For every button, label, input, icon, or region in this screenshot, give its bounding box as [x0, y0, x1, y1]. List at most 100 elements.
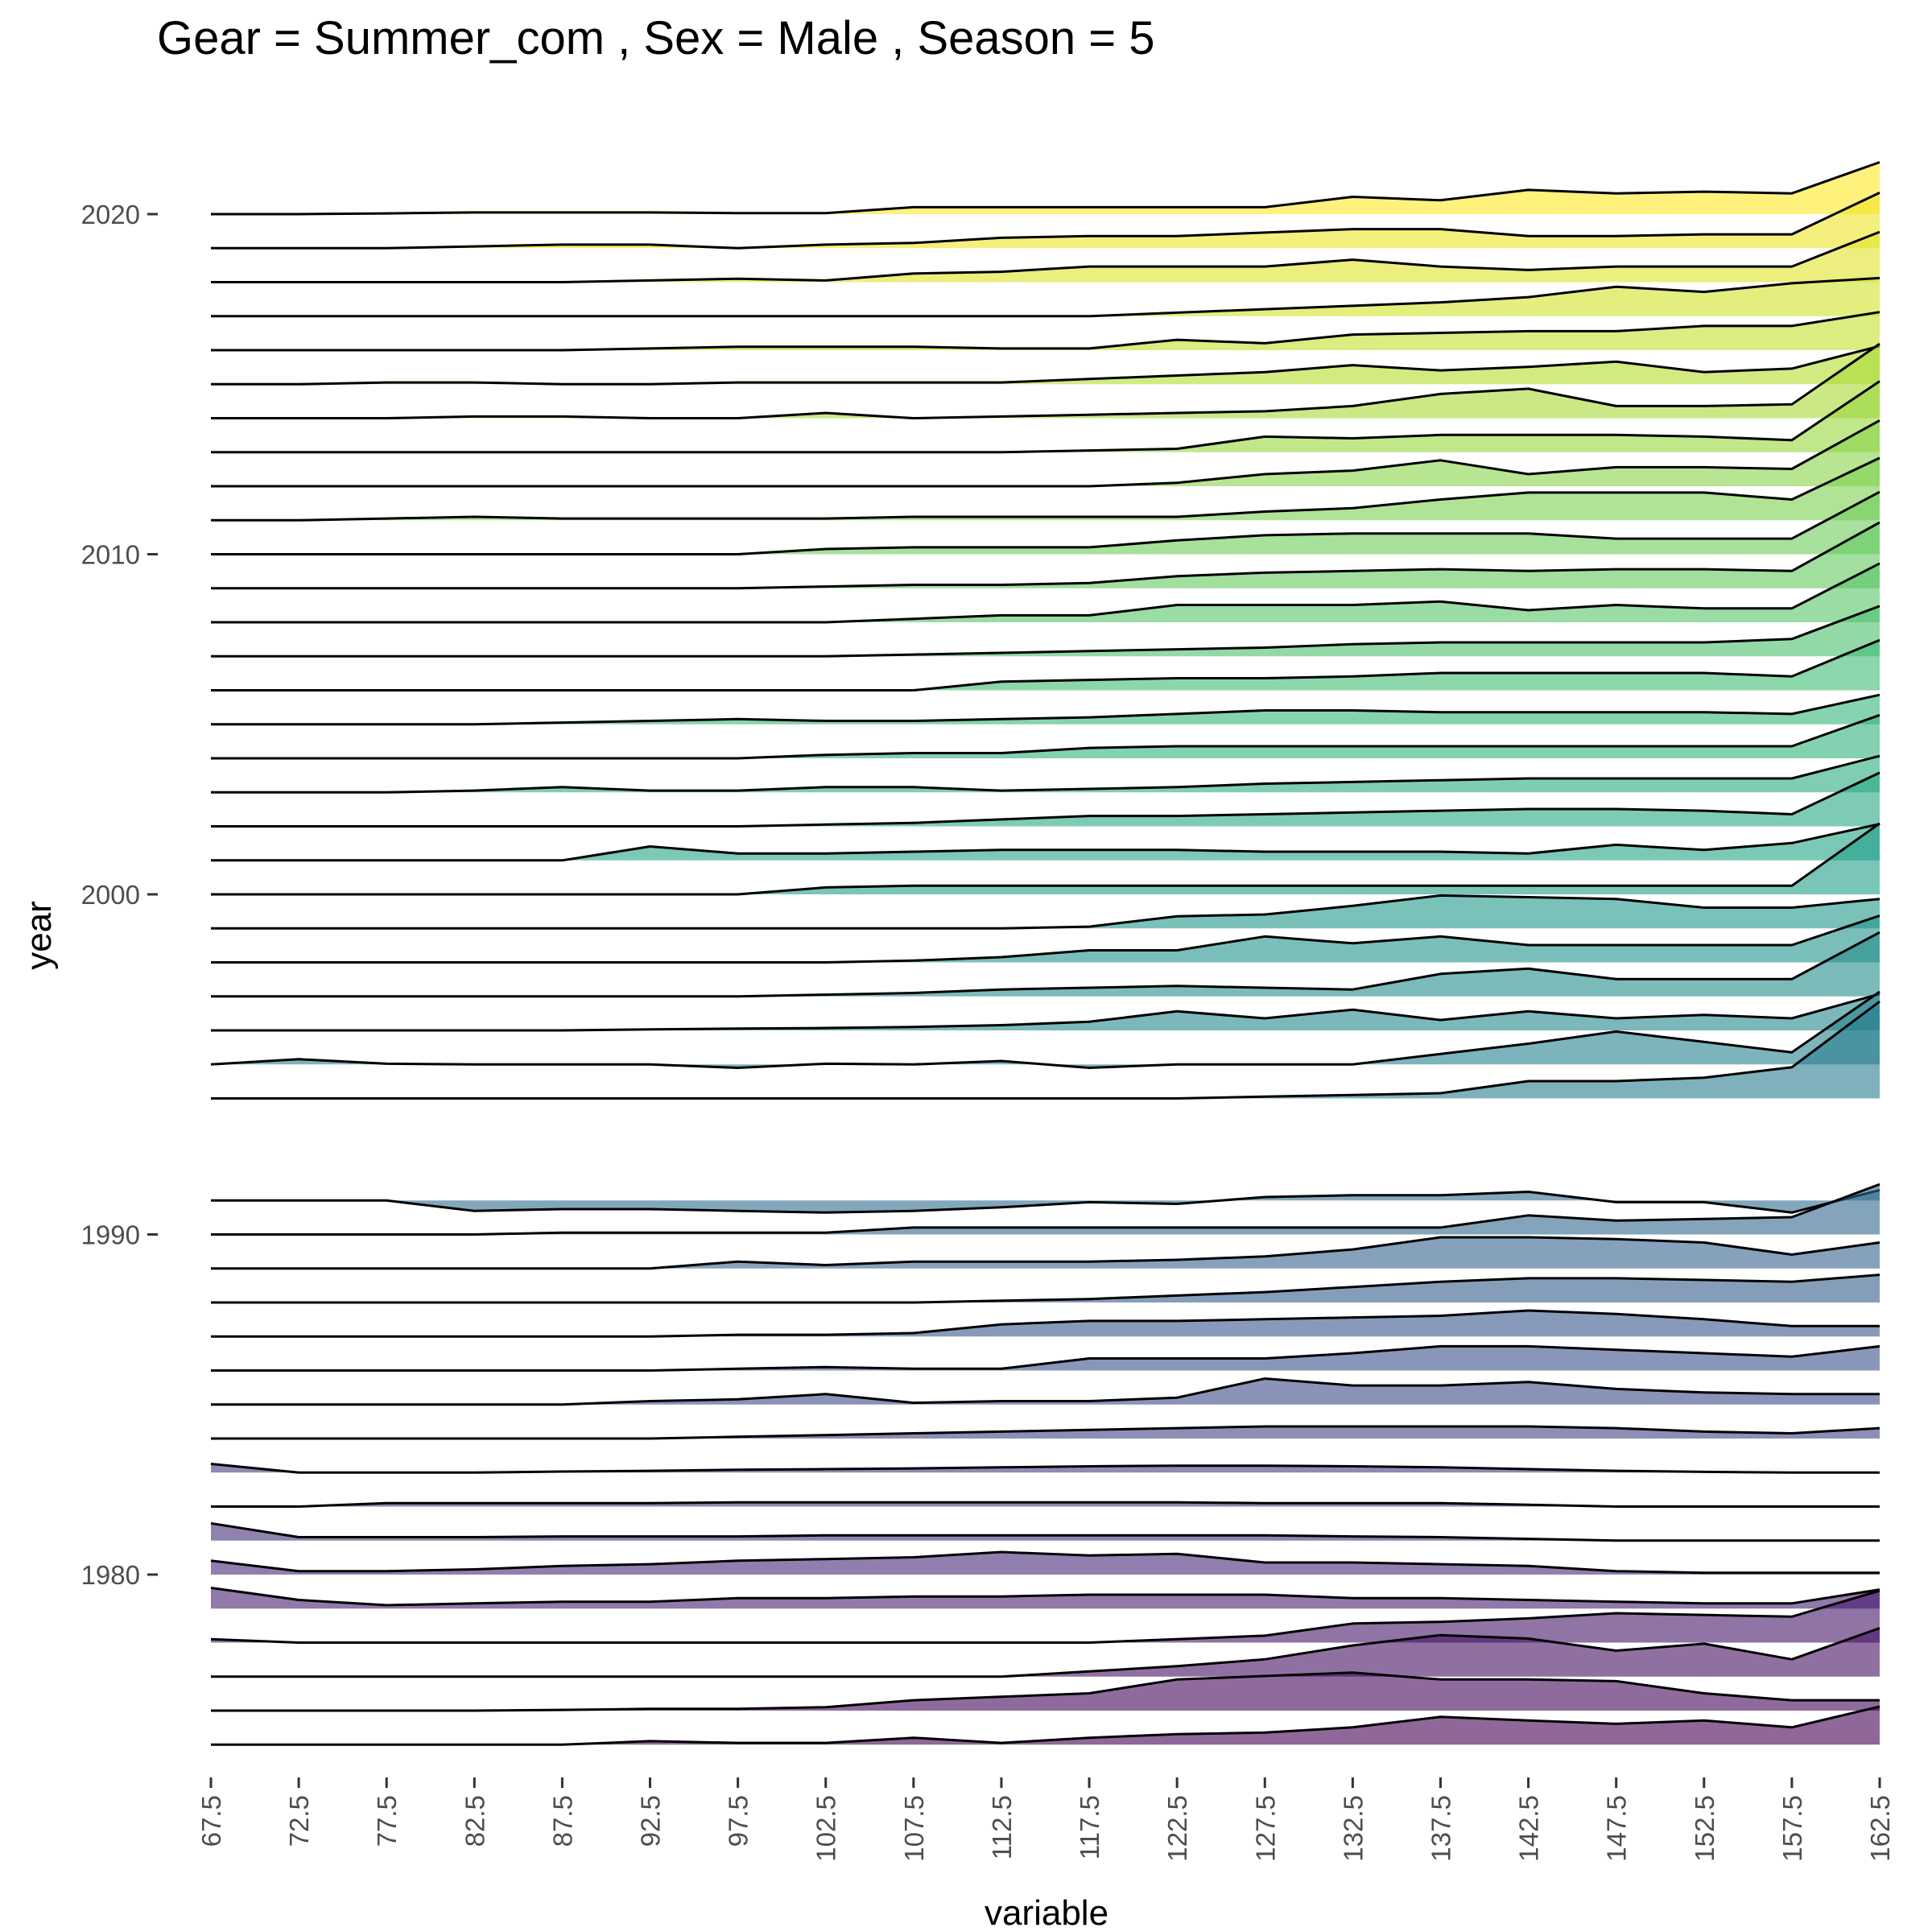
- ridge-line-2017: [211, 276, 1880, 318]
- ridge-line-2010: [211, 490, 1880, 555]
- ridge-area-1980: [211, 1552, 1880, 1575]
- ridge-area-2003: [211, 756, 1880, 793]
- ridge-line-2005: [211, 693, 1880, 726]
- x-tick-label-152.5: 152.5: [1690, 1795, 1719, 1862]
- y-tick-label-2020: 2020: [81, 200, 140, 229]
- ridge-line-2002: [211, 771, 1880, 828]
- y-tick-label-2010: 2010: [81, 540, 140, 570]
- ridge-area-2006: [211, 640, 1880, 691]
- ridge-2010: [211, 490, 1880, 555]
- ridge-area-1994: [211, 1001, 1880, 1099]
- ridge-line-1975: [211, 1705, 1880, 1746]
- ridge-line-2013: [211, 380, 1880, 454]
- ridge-1996: [211, 993, 1880, 1032]
- ridge-2018: [211, 230, 1880, 283]
- ridge-line-1989: [211, 1236, 1880, 1270]
- ridge-2005: [211, 693, 1880, 726]
- x-tick-label-127.5: 127.5: [1250, 1795, 1280, 1862]
- ridge-2013: [211, 380, 1880, 454]
- ridge-line-2015: [211, 345, 1880, 386]
- y-axis-title: year: [19, 901, 59, 970]
- ridge-area-2020: [211, 162, 1880, 214]
- ridge-line-1991: [211, 1188, 1880, 1214]
- x-tick-label-147.5: 147.5: [1602, 1795, 1632, 1862]
- ridge-2016: [211, 311, 1880, 352]
- x-tick-label-97.5: 97.5: [724, 1795, 753, 1847]
- ridge-area-2015: [211, 345, 1880, 385]
- ridge-line-1988: [211, 1274, 1880, 1304]
- ridge-line-2018: [211, 230, 1880, 283]
- ridge-line-1998: [211, 914, 1880, 964]
- ridge-area-2014: [211, 344, 1880, 419]
- ridge-1991: [211, 1188, 1880, 1214]
- ridge-line-1978: [210, 1589, 1880, 1644]
- x-tick-label-102.5: 102.5: [811, 1795, 841, 1862]
- ridge-2015: [211, 345, 1880, 386]
- ridge-1995: [210, 990, 1880, 1069]
- ridge-line-1981: [210, 1521, 1880, 1542]
- ridge-2007: [211, 605, 1880, 658]
- ridge-area-2001: [211, 824, 1880, 861]
- x-tick-label-92.5: 92.5: [636, 1795, 666, 1847]
- ridge-1980: [210, 1550, 1880, 1575]
- ridge-area-1981: [211, 1523, 1880, 1541]
- ridge-line-1976: [211, 1671, 1880, 1712]
- chart-title: Gear = Summer_com , Sex = Male , Season …: [157, 12, 1155, 64]
- ridge-area-1979: [211, 1587, 1880, 1609]
- ridge-1981: [210, 1521, 1880, 1542]
- ridge-line-1987: [211, 1309, 1880, 1338]
- ridge-line-2019: [211, 192, 1880, 250]
- ridge-area-1975: [211, 1706, 1880, 1745]
- ridge-1975: [211, 1705, 1880, 1746]
- ridge-area-1990: [211, 1184, 1880, 1235]
- ridge-1994: [211, 1000, 1880, 1100]
- ridge-1979: [210, 1587, 1880, 1609]
- ridge-2004: [211, 713, 1880, 760]
- x-tick-label-162.5: 162.5: [1865, 1795, 1895, 1862]
- x-tick-label-72.5: 72.5: [284, 1795, 314, 1847]
- ridge-line-2006: [211, 638, 1880, 691]
- ridge-line-1995: [210, 990, 1880, 1069]
- ridge-2009: [211, 521, 1880, 590]
- ridge-2019: [211, 192, 1880, 250]
- ridge-area-1996: [211, 993, 1880, 1030]
- ridges-layer: [210, 161, 1880, 1746]
- x-tick-label-112.5: 112.5: [987, 1795, 1017, 1860]
- ridge-line-1980: [210, 1550, 1880, 1575]
- ridge-line-2001: [211, 823, 1880, 862]
- ridge-1983: [210, 1463, 1880, 1474]
- ridge-area-2000: [211, 823, 1880, 894]
- ridge-line-1983: [210, 1463, 1880, 1474]
- ridge-2012: [211, 419, 1880, 488]
- ridge-area-1976: [211, 1672, 1880, 1711]
- ridge-area-1989: [211, 1237, 1880, 1269]
- ridge-area-1999: [211, 895, 1880, 929]
- ridge-area-1991: [211, 1190, 1880, 1213]
- ridge-2017: [211, 276, 1880, 318]
- ridge-2002: [211, 771, 1880, 828]
- ridge-line-2004: [211, 713, 1880, 760]
- y-tick-label-2000: 2000: [81, 880, 140, 910]
- ridge-line-1985: [211, 1377, 1880, 1406]
- ridge-area-1998: [211, 915, 1880, 963]
- ridge-1988: [211, 1274, 1880, 1304]
- y-tick-label-1980: 1980: [81, 1560, 140, 1590]
- ridge-line-2020: [211, 161, 1880, 216]
- ridge-area-1983: [211, 1463, 1880, 1473]
- x-axis-title: variable: [985, 1893, 1108, 1932]
- y-axis: 1980 1990 2000 2010 2020: [81, 200, 158, 1590]
- ridge-1999: [211, 894, 1880, 930]
- ridge-1990: [211, 1183, 1880, 1236]
- ridge-1977: [211, 1627, 1880, 1678]
- x-tick-label-107.5: 107.5: [899, 1795, 929, 1862]
- ridge-line-1986: [211, 1344, 1880, 1372]
- ridge-line-1994: [211, 1000, 1880, 1100]
- ridge-line-1984: [211, 1425, 1880, 1440]
- ridge-line-2000: [211, 822, 1880, 896]
- ridge-area-2013: [211, 381, 1880, 452]
- ridge-area-2016: [211, 312, 1880, 350]
- ridge-line-1982: [211, 1501, 1880, 1508]
- ridge-line-2007: [211, 605, 1880, 658]
- ridge-1982: [211, 1501, 1880, 1508]
